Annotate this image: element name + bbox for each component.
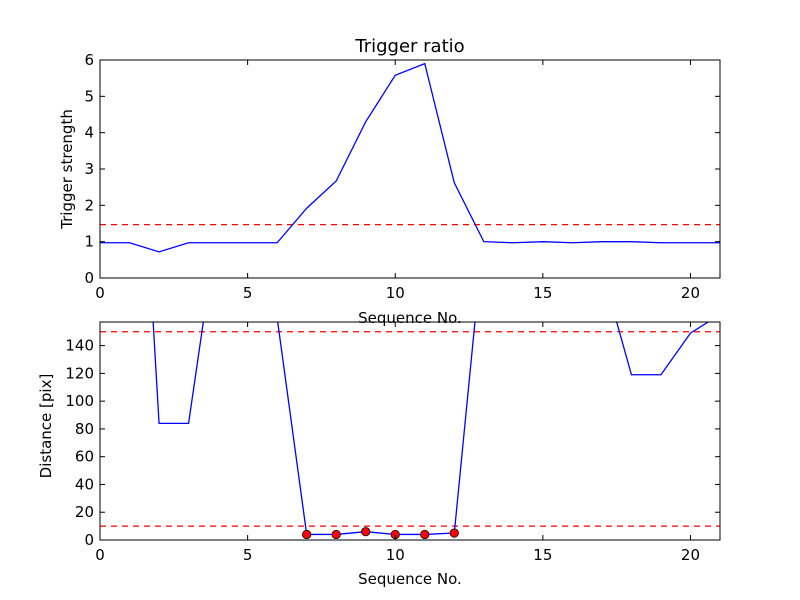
data-point bbox=[331, 529, 341, 540]
plot-frame bbox=[99, 321, 721, 541]
y-tick-label: 60 bbox=[75, 448, 94, 466]
threshold-lines bbox=[100, 331, 720, 527]
x-tick-label: 10 bbox=[386, 284, 405, 302]
y-axis-label: Trigger strength bbox=[58, 109, 76, 230]
y-tick-label: 1 bbox=[84, 233, 94, 251]
y-tick-label: 3 bbox=[84, 160, 94, 178]
y-tick-label: 6 bbox=[84, 51, 94, 69]
y-tick-label: 4 bbox=[84, 124, 94, 142]
data-point bbox=[302, 529, 312, 540]
y-axis-label: Distance [pix] bbox=[37, 374, 55, 479]
y-tick-label: 20 bbox=[75, 503, 94, 521]
x-tick-label: 5 bbox=[243, 546, 253, 564]
x-tick-label: 15 bbox=[533, 284, 552, 302]
y-tick-label: 2 bbox=[84, 196, 94, 214]
y-tick-label: 120 bbox=[65, 364, 94, 382]
x-axis-label: Sequence No. bbox=[358, 309, 462, 327]
x-tick-label: 10 bbox=[386, 546, 405, 564]
x-tick-label: 5 bbox=[243, 284, 253, 302]
x-axis-label: Sequence No. bbox=[358, 570, 462, 588]
y-tick-label: 80 bbox=[75, 420, 94, 438]
data-point bbox=[361, 527, 371, 537]
y-tick-label: 5 bbox=[84, 87, 94, 105]
x-tick-label: 0 bbox=[95, 284, 105, 302]
marker-group bbox=[302, 527, 459, 540]
y-tick-label: 0 bbox=[84, 531, 94, 549]
x-axis-ticks: 0 5 10 15 20 bbox=[95, 60, 700, 302]
x-tick-label: 15 bbox=[533, 546, 552, 564]
y-tick-label: 0 bbox=[84, 269, 94, 287]
y-axis-ticks: 0 1 2 3 4 5 6 bbox=[84, 51, 720, 287]
series-line-0 bbox=[100, 62, 720, 253]
x-tick-label: 20 bbox=[681, 284, 700, 302]
data-point bbox=[449, 528, 459, 538]
x-tick-label: 20 bbox=[681, 546, 700, 564]
chart-title: Trigger ratio bbox=[354, 36, 464, 57]
x-axis-ticks: 0 5 10 15 20 bbox=[95, 322, 700, 564]
y-tick-label: 140 bbox=[65, 337, 94, 355]
distance-chart: 0 5 10 15 20 0 20 40 60 80 100 120 140 Sequence No.… bbox=[37, 321, 721, 588]
y-tick-label: 40 bbox=[75, 475, 94, 493]
data-point bbox=[420, 529, 430, 540]
series-group bbox=[100, 62, 720, 253]
y-tick-label: 100 bbox=[65, 392, 94, 410]
y-axis-ticks: 0 20 40 60 80 100 120 140 bbox=[65, 337, 720, 549]
x-tick-label: 0 bbox=[95, 546, 105, 564]
